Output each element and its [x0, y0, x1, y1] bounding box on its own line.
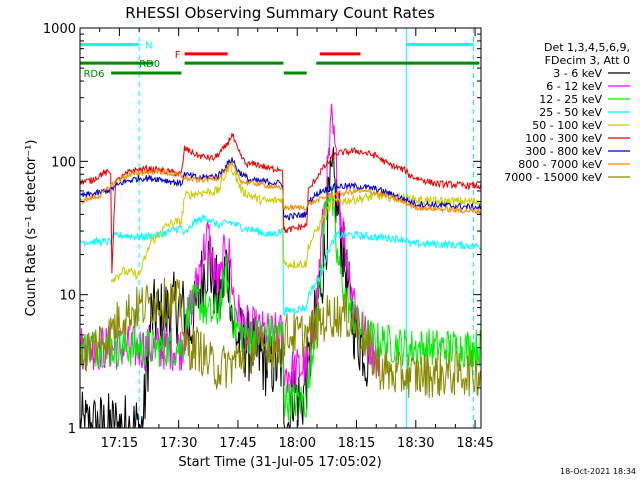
- legend-header-line-2: FDecim 3, Att 0: [545, 54, 630, 67]
- legend-header-line-1: Det 1,3,4,5,6,9,: [544, 41, 630, 54]
- y-axis-label: Count Rate (s⁻¹ detector⁻¹): [24, 140, 39, 317]
- y-tick-label-2: 10: [59, 289, 76, 304]
- legend-label-4: 25 - 50 keV: [539, 106, 602, 119]
- y-tick-label-4: 1000: [43, 22, 76, 37]
- axes: 17:15 17:30 17:45 18:00 18:15 18:30 18:45 1 10 10…: [43, 22, 494, 451]
- series-line-4: [80, 213, 481, 317]
- legend-label-6: 100 - 300 keV: [525, 132, 602, 145]
- series-line-7: [80, 157, 481, 221]
- series-line-6: [80, 132, 481, 274]
- series-line-5: [110, 160, 481, 284]
- series-line-9: [80, 277, 481, 399]
- legend: Det 1,3,4,5,6,9, FDecim 3, Att 0 3 - 6 k…: [504, 41, 630, 184]
- x-tick-label-4: 18:00: [279, 436, 316, 451]
- series-line-8: [80, 161, 481, 216]
- flag-label-rd6: RD6: [83, 69, 104, 80]
- plot-area: N F RD0 RD6: [80, 28, 481, 428]
- legend-label-9: 7000 - 15000 keV: [504, 171, 602, 184]
- legend-label-3: 12 - 25 keV: [539, 93, 602, 106]
- x-tick-label-5: 18:15: [338, 436, 375, 451]
- y-tick-label-1: 1: [68, 422, 76, 437]
- flag-label-rd0: RD0: [139, 59, 160, 70]
- legend-label-8: 800 - 7000 keV: [518, 158, 602, 171]
- y-tick-label-3: 100: [51, 155, 76, 170]
- x-tick-label-7: 18:45: [456, 436, 493, 451]
- flag-label-f: F: [175, 50, 181, 61]
- x-tick-label-1: 17:15: [101, 436, 138, 451]
- footer-date: 18-Oct-2021 18:34: [560, 467, 636, 476]
- series-line-3: [80, 185, 481, 421]
- series-line-2: [80, 103, 381, 393]
- legend-label-7: 300 - 800 keV: [525, 145, 602, 158]
- legend-label-2: 6 - 12 keV: [546, 80, 602, 93]
- x-tick-label-2: 17:30: [160, 436, 197, 451]
- legend-label-5: 50 - 100 keV: [532, 119, 602, 132]
- x-axis-label: Start Time (31-Jul-05 17:05:02): [178, 455, 381, 470]
- chart-title: RHESSI Observing Summary Count Rates: [125, 4, 435, 22]
- x-tick-label-3: 17:45: [219, 436, 256, 451]
- legend-label-1: 3 - 6 keV: [553, 67, 602, 80]
- flag-label-n: N: [145, 41, 152, 52]
- x-tick-label-6: 18:30: [397, 436, 434, 451]
- plot-frame: [79, 27, 482, 429]
